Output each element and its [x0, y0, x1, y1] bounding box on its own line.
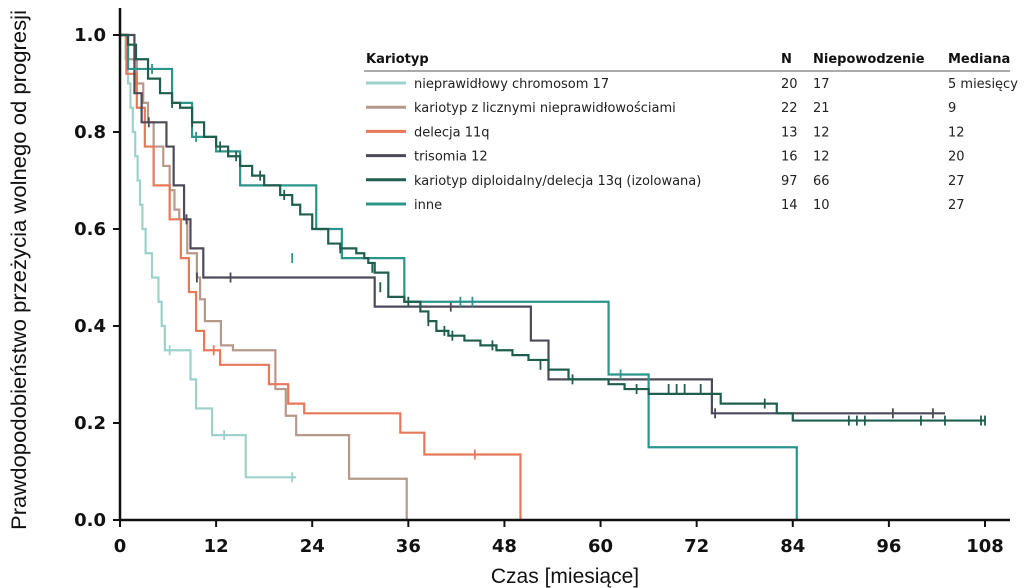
- y-axis-title: Prawdopodobieństwo przeżycia wolnego od …: [8, 10, 31, 530]
- x-tick-label: 24: [300, 536, 325, 557]
- y-tick-label: 0.4: [74, 316, 106, 337]
- series-curve-4: [120, 33, 986, 426]
- axes: [118, 8, 1010, 522]
- legend-series-name: kariotyp z licznymi nieprawidłowościami: [414, 101, 676, 116]
- legend-n-value: 22: [781, 101, 798, 116]
- legend-median-value: 12: [948, 125, 965, 140]
- x-tick-label: 84: [780, 536, 805, 557]
- legend-failures-value: 12: [813, 150, 830, 165]
- legend-failures-value: 17: [813, 77, 830, 92]
- legend-n-value: 16: [781, 150, 798, 165]
- survival-curves: [120, 33, 986, 520]
- legend-header-kariotyp: Kariotyp: [366, 52, 429, 67]
- legend-header-niepowodzenie: Niepowodzenie: [813, 52, 925, 67]
- km-step-line: [120, 33, 408, 520]
- legend-median-value: 27: [948, 174, 965, 189]
- legend-series-name: kariotyp diploidalny/delecja 13q (izolow…: [414, 174, 701, 189]
- x-tick-label: 96: [876, 536, 901, 557]
- legend-rows: nieprawidłowy chromosom 17 20 17 5 miesięcy…: [366, 77, 1018, 213]
- legend-failures-value: 10: [813, 198, 830, 213]
- series-curve-0: [120, 33, 297, 483]
- legend: Kariotyp N Niepowodzenie Mediana niepraw…: [364, 52, 1018, 213]
- legend-median-value: 9: [948, 101, 956, 116]
- legend-failures-value: 66: [813, 174, 830, 189]
- legend-row: kariotyp z licznymi nieprawidłowościami 2…: [366, 101, 956, 116]
- x-tick-label: 60: [588, 536, 613, 557]
- legend-header-mediana: Mediana: [948, 52, 1010, 67]
- y-tick-label: 1.0: [74, 25, 106, 46]
- legend-n-value: 13: [781, 125, 798, 140]
- series-curve-2: [120, 33, 522, 520]
- x-tick-label: 12: [204, 536, 229, 557]
- y-ticks: 0.0 0.2 0.4 0.6 0.8 1.0: [74, 25, 120, 531]
- legend-series-name: nieprawidłowy chromosom 17: [414, 77, 609, 92]
- legend-failures-value: 21: [813, 101, 830, 116]
- y-tick-label: 0.6: [74, 219, 106, 240]
- y-tick-label: 0.8: [74, 122, 106, 143]
- km-step-line: [120, 33, 985, 422]
- legend-median-value: 27: [948, 198, 965, 213]
- legend-n-value: 97: [781, 174, 798, 189]
- y-tick-label: 0.0: [74, 510, 106, 531]
- legend-row: inne 14 10 27: [366, 198, 965, 213]
- legend-n-value: 14: [781, 198, 798, 213]
- legend-header-n: N: [781, 52, 792, 67]
- legend-median-value: 20: [948, 150, 965, 165]
- km-step-line: [120, 33, 522, 520]
- km-step-line: [120, 33, 945, 415]
- x-tick-label: 48: [492, 536, 517, 557]
- series-curve-3: [120, 33, 945, 419]
- y-tick-label: 0.2: [74, 413, 106, 434]
- km-step-line: [120, 33, 297, 479]
- legend-series-name: trisomia 12: [414, 150, 488, 165]
- legend-n-value: 20: [781, 77, 798, 92]
- legend-row: kariotyp diploidalny/delecja 13q (izolow…: [366, 174, 965, 189]
- x-tick-label: 108: [966, 536, 1004, 557]
- legend-median-value: 5 miesięcy: [948, 77, 1018, 92]
- legend-row: nieprawidłowy chromosom 17 20 17 5 miesięcy: [366, 77, 1018, 92]
- x-tick-label: 72: [684, 536, 709, 557]
- x-axis-title: Czas [miesiące]: [491, 565, 639, 588]
- legend-row: trisomia 12 16 12 20: [366, 150, 965, 165]
- legend-failures-value: 12: [813, 125, 830, 140]
- x-tick-label: 36: [396, 536, 421, 557]
- x-tick-label: 0: [114, 536, 127, 557]
- x-ticks: 0 12 24 36 48 60 72 84 96 108: [114, 520, 1004, 557]
- legend-row: delecja 11q 13 12 12: [366, 125, 965, 140]
- legend-series-name: inne: [414, 198, 442, 213]
- legend-series-name: delecja 11q: [414, 125, 490, 140]
